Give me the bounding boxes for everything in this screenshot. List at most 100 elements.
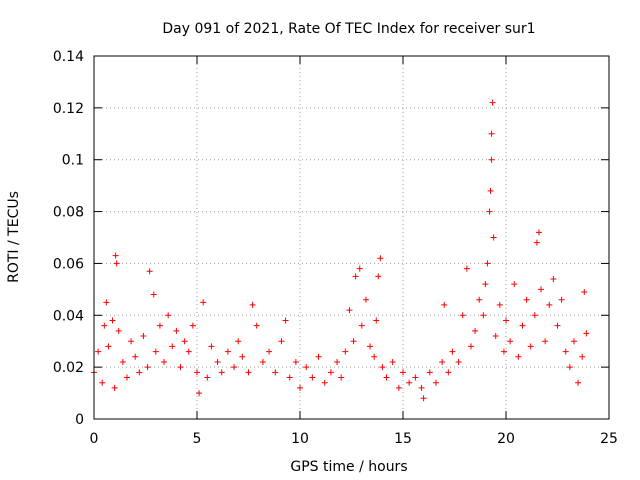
data-point: [119, 358, 126, 365]
data-point: [383, 374, 390, 381]
y-tick-label: 0.02: [53, 360, 84, 376]
data-point: [321, 379, 328, 386]
data-point: [278, 338, 285, 345]
data-point: [342, 348, 349, 355]
data-point: [350, 338, 357, 345]
data-point: [538, 286, 545, 293]
data-point: [181, 338, 188, 345]
data-point: [527, 343, 534, 350]
data-point: [400, 369, 406, 376]
data-point: [476, 296, 483, 303]
data-point: [449, 348, 456, 355]
data-point: [487, 187, 494, 194]
data-point: [489, 99, 496, 106]
data-point: [245, 369, 252, 376]
data-point: [132, 353, 139, 360]
data-point: [112, 252, 119, 259]
data-point: [150, 291, 157, 298]
data-point: [420, 395, 427, 402]
data-point: [519, 322, 526, 329]
data-point: [266, 348, 273, 355]
data-point: [367, 343, 374, 350]
x-tick-label: 25: [600, 431, 618, 447]
data-point: [173, 327, 180, 334]
data-point: [550, 275, 557, 282]
data-point: [542, 338, 549, 345]
data-point: [482, 281, 489, 288]
data-point: [297, 384, 303, 391]
data-point: [111, 384, 118, 391]
data-point: [533, 239, 540, 246]
data-point: [253, 322, 260, 329]
data-point: [165, 312, 172, 319]
data-point: [426, 369, 433, 376]
data-point: [523, 296, 530, 303]
data-point: [472, 327, 479, 334]
x-tick-label: 15: [394, 431, 412, 447]
data-point: [156, 322, 163, 329]
data-point: [515, 353, 522, 360]
data-point: [224, 348, 231, 355]
data-point: [204, 374, 211, 381]
plot-frame: [93, 55, 610, 420]
data-point: [177, 364, 184, 371]
data-point: [239, 353, 246, 360]
y-tick-label: 0.1: [62, 153, 84, 169]
x-axis-label: GPS time / hours: [290, 459, 407, 475]
data-point: [101, 322, 108, 329]
data-point: [196, 390, 203, 397]
data-point: [272, 369, 279, 376]
data-point: [128, 338, 135, 345]
data-point: [169, 343, 176, 350]
data-point: [140, 333, 147, 340]
data-point: [412, 374, 419, 381]
data-points: [91, 99, 590, 402]
data-point: [484, 260, 491, 267]
data-point: [488, 156, 495, 163]
data-point: [441, 301, 448, 308]
data-point: [554, 322, 561, 329]
data-point: [546, 301, 553, 308]
data-point: [231, 364, 238, 371]
data-point: [463, 265, 470, 272]
x-tick-label: 5: [193, 431, 202, 447]
y-tick-label: 0.06: [53, 256, 84, 272]
data-point: [185, 348, 192, 355]
data-point: [418, 384, 425, 391]
x-tick-label: 20: [497, 431, 515, 447]
data-point: [327, 369, 334, 376]
data-point: [467, 343, 474, 350]
data-point: [208, 343, 215, 350]
data-point: [235, 338, 242, 345]
data-point: [492, 333, 499, 340]
grid: [94, 56, 609, 419]
data-point: [115, 327, 122, 334]
data-point: [95, 348, 102, 355]
data-point: [459, 312, 466, 319]
data-point: [379, 364, 386, 371]
y-tick-label: 0.12: [53, 101, 84, 117]
data-point: [395, 384, 402, 391]
y-tick-label: 0: [75, 412, 84, 428]
data-point: [356, 265, 363, 272]
data-point: [507, 338, 514, 345]
data-point: [558, 296, 565, 303]
data-point: [455, 358, 462, 365]
data-point: [570, 338, 577, 345]
chart-title: Day 091 of 2021, Rate Of TEC Index for r…: [162, 21, 535, 37]
data-point: [144, 364, 151, 371]
data-point: [352, 273, 359, 280]
data-point: [486, 208, 493, 215]
data-point: [535, 229, 542, 236]
data-point: [113, 260, 120, 267]
data-point: [152, 348, 159, 355]
y-axis-ticks: 0 0.02 0.04 0.06 0.08 0.1 0.12 0.14: [53, 49, 609, 428]
data-point: [286, 374, 293, 381]
data-point: [259, 358, 266, 365]
x-tick-label: 0: [90, 431, 99, 447]
data-point: [389, 358, 396, 365]
data-point: [309, 374, 316, 381]
data-point: [105, 343, 112, 350]
data-point: [375, 273, 382, 280]
data-point: [123, 374, 130, 381]
